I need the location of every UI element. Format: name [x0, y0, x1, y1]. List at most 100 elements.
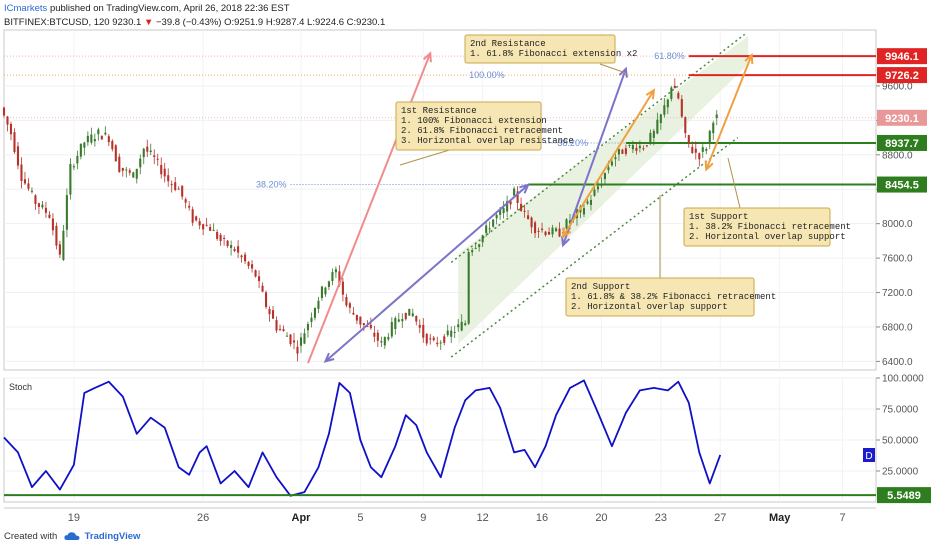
candle-body — [62, 230, 65, 260]
candle-body — [394, 318, 397, 329]
candle-body — [16, 146, 20, 166]
candle-body — [642, 148, 645, 150]
candle-body — [460, 321, 463, 331]
stoch-level-label: 5.5489 — [887, 490, 921, 502]
candle-body — [464, 323, 467, 326]
candle-body — [65, 195, 68, 230]
candle-body — [271, 310, 275, 319]
annotation-line: 1. 38.2% Fibonacci retracement — [689, 222, 851, 232]
candle-body — [666, 99, 669, 108]
price-label-box — [877, 67, 927, 84]
annotation-title: 1st Support — [689, 212, 748, 222]
candle-body — [278, 328, 282, 330]
candle-body — [23, 179, 27, 184]
candle-body — [607, 167, 610, 171]
stoch-tick-label: 75.0000 — [882, 405, 919, 416]
candle-body — [673, 85, 676, 89]
candle-body — [628, 144, 631, 146]
candle-body — [523, 210, 526, 212]
last-value: 9230.1 — [112, 17, 142, 28]
candle-body — [537, 230, 540, 232]
candle-body — [502, 208, 505, 214]
price-pane — [3, 29, 877, 371]
candle-body — [233, 249, 236, 252]
candle-body — [289, 334, 292, 345]
time-tick-label: 16 — [536, 512, 548, 524]
candle-body — [408, 308, 411, 316]
candle-body — [156, 158, 159, 160]
candle-body — [638, 145, 641, 149]
time-tick-label: 5 — [357, 512, 363, 524]
candle-body — [645, 145, 648, 147]
candle-body — [415, 315, 418, 322]
price-label-box — [877, 176, 927, 193]
price-tick-label: 7200.0 — [882, 288, 913, 299]
candle-body — [366, 326, 369, 328]
candle-body — [83, 142, 86, 148]
candle-body — [596, 186, 600, 190]
annotation-line: 1. 61.8% Fibonacci extension x2 — [470, 49, 637, 59]
projection-arrow-orange — [562, 89, 655, 238]
projection-arrow-orange-head — [561, 227, 572, 239]
candle-body — [27, 183, 30, 189]
price-tick-label: 8000.0 — [882, 219, 913, 230]
candle-body — [76, 155, 79, 164]
fib-label: 38.20% — [256, 180, 287, 190]
candle-body — [534, 222, 537, 234]
candle-body — [485, 225, 488, 233]
annotation-line: 1. 61.8% & 38.2% Fibonacci retracement — [571, 292, 776, 302]
time-tick-label: 26 — [197, 512, 209, 524]
candle-body — [254, 270, 257, 277]
candle-body — [198, 221, 201, 226]
candle-body — [296, 346, 299, 354]
price-label-box — [877, 109, 927, 126]
time-tick-label: May — [769, 512, 791, 524]
candle-body — [167, 175, 170, 182]
candle-body — [551, 227, 554, 235]
candle-body — [652, 130, 655, 138]
candle-body — [568, 220, 572, 224]
annotation-pointer — [727, 157, 741, 209]
candle-body — [691, 146, 694, 154]
annotation-title: 1st Resistance — [401, 106, 477, 116]
candle-body — [520, 203, 523, 211]
candle-body — [244, 254, 247, 262]
candle-body — [694, 148, 697, 153]
candle-body — [170, 184, 173, 186]
candle-body — [471, 250, 474, 253]
candle-body — [338, 271, 341, 286]
candle-body — [453, 331, 456, 333]
candle-body — [659, 114, 662, 124]
candle-body — [184, 199, 187, 203]
candle-body — [327, 281, 330, 287]
candle-body — [439, 342, 442, 344]
candle-body — [118, 156, 121, 172]
projection-arrow-purple-head — [618, 66, 628, 78]
candle-body — [492, 219, 495, 227]
time-tick-label: 7 — [839, 512, 845, 524]
candle-body — [558, 228, 561, 237]
candle-body — [142, 148, 145, 158]
channel-fill — [458, 36, 749, 345]
candle-body — [202, 224, 205, 230]
candle-body — [411, 313, 414, 317]
candle-body — [369, 324, 372, 329]
candle-body — [41, 204, 44, 208]
candle-body — [93, 139, 96, 142]
candle-body — [513, 188, 516, 196]
candle-body — [160, 164, 163, 175]
tradingview-logo-text[interactable]: TradingView — [84, 531, 141, 542]
publish-info: ICmarkets published on TradingView.com, … — [4, 3, 290, 14]
candle-body — [663, 105, 666, 115]
candle-body — [429, 338, 432, 340]
candle-body — [670, 87, 673, 99]
candle-body — [708, 130, 711, 144]
price-label-box — [877, 48, 927, 65]
symbol-label: BITFINEX:BTCUSD, 120 — [4, 17, 110, 28]
author-link[interactable]: ICmarkets — [4, 3, 48, 14]
candle-body — [334, 269, 337, 273]
candle-body — [216, 231, 219, 239]
ohlc-values: O:9251.9 H:9287.4 L:9224.6 C:9230.1 — [224, 17, 386, 28]
fib-label: 100.00% — [469, 70, 505, 80]
